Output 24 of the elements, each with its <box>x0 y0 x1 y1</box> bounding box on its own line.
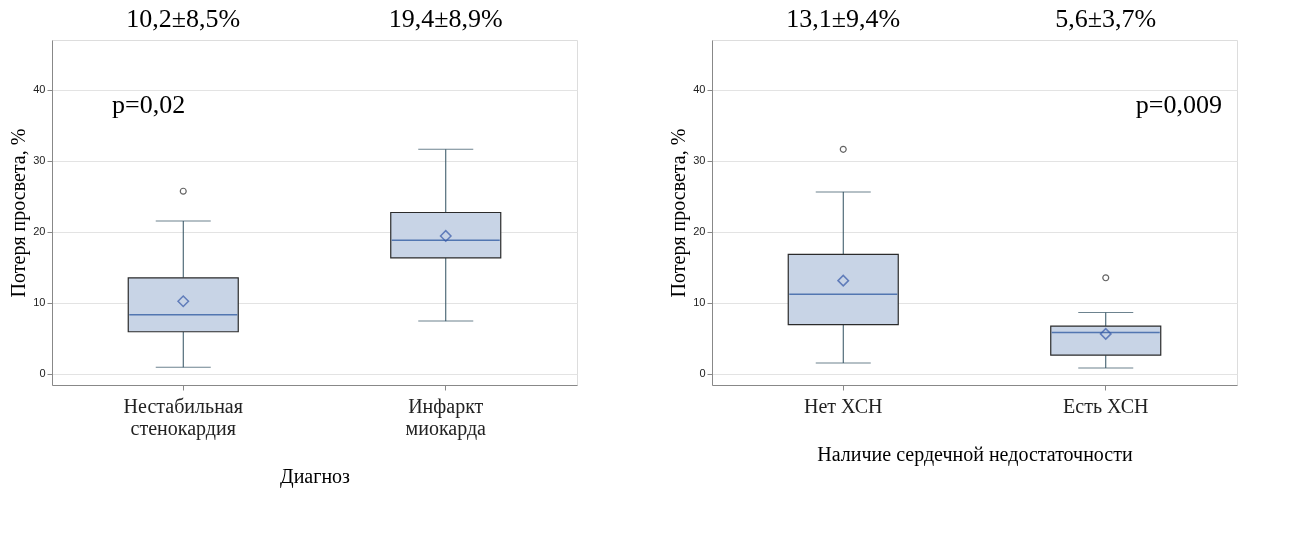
y-tick-label: 0 <box>699 367 706 380</box>
text: 5,6±3,7% <box>1055 4 1157 33</box>
y-tick-label: 10 <box>693 296 706 309</box>
y-tick-label: 40 <box>33 83 46 96</box>
x-tick-label: Есть ХСН <box>1063 394 1149 417</box>
text: 13,1±9,4% <box>786 4 901 33</box>
y-tick-label: 30 <box>693 154 706 167</box>
x-tick-label: Нестабильная стенокардия <box>123 394 243 440</box>
x-tick-label: Нет ХСН <box>803 394 883 417</box>
y-tick-label: 20 <box>693 225 706 238</box>
text: 10,2±8,5% <box>126 4 241 33</box>
x-axis-title: Наличие сердечной недостаточности <box>817 442 1133 466</box>
text: 19,4±8,9% <box>388 4 503 33</box>
y-tick-label: 30 <box>33 154 46 167</box>
y-tick-label: 20 <box>33 225 46 238</box>
y-tick-label: 0 <box>39 367 46 380</box>
x-axis-title: Диагноз <box>279 464 351 488</box>
annotation: p=0,02 <box>112 90 186 119</box>
y-tick-label: 40 <box>693 83 706 96</box>
y-axis-title: Потеря просвета, % <box>7 128 31 298</box>
y-tick-label: 10 <box>33 296 46 309</box>
annotation: p=0,009 <box>1135 90 1222 119</box>
x-tick-label: Инфаркт миокарда <box>405 394 487 440</box>
y-axis-title: Потеря просвета, % <box>667 128 691 298</box>
